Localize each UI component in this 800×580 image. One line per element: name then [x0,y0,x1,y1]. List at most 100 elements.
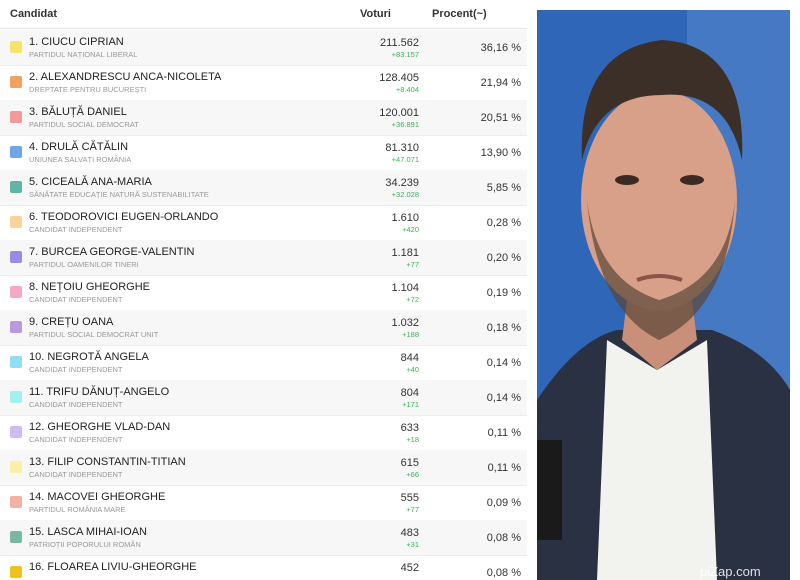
color-swatch [10,111,22,123]
table-row: 10. NEGROTĂ ANGELA CANDIDAT INDEPENDENT 84… [0,345,527,381]
votes-delta: +188 [402,330,419,339]
votes: 483 [400,527,419,539]
votes: 633 [400,422,419,434]
party-name: CANDIDAT INDEPENDENT [29,225,123,234]
votes-delta: +83.157 [391,50,419,59]
percent: 0,11 % [487,462,521,474]
votes-delta: +31 [406,540,419,549]
votes-delta: +420 [402,225,419,234]
candidate-name: 6. TEODOROVICI EUGEN-ORLANDO [29,211,219,223]
percent: 0,14 % [486,357,521,369]
table-row: 15. LASCA MIHAI-IOAN PATRIOȚII POPORULUI … [0,520,527,556]
percent: 0,14 % [486,392,521,404]
votes: 1.104 [391,282,419,294]
candidate-name: 9. CREȚU OANA [29,316,114,328]
percent: 13,90 % [480,147,521,159]
votes-delta: +72 [406,295,419,304]
table-row: 14. MACOVEI GHEORGHE PARTIDUL ROMÂNIA MAR… [0,485,527,521]
table-row: 2. ALEXANDRESCU ANCA-NICOLETA DREPTATE PE… [0,65,527,101]
votes: 615 [400,457,419,469]
header-cell: Voturi [360,8,391,20]
votes: 34.239 [385,177,419,189]
color-swatch [10,356,22,368]
votes-delta: +66 [406,470,419,479]
votes: 1.032 [391,317,419,329]
color-swatch [10,461,22,473]
percent: 0,11 % [487,427,521,439]
color-swatch [10,216,22,228]
table-row: 11. TRIFU DĂNUȚ-ANGELO CANDIDAT INDEPENDE… [0,380,527,416]
percent: 20,51 % [480,112,521,124]
votes: 555 [400,492,419,504]
candidate-name: 5. CICEALĂ ANA-MARIA [29,176,152,188]
table-row: 4. DRULĂ CĂTĂLIN UNIUNEA SALVAȚI ROMÂNIA 8… [0,135,527,171]
percent: 0,09 % [486,497,521,509]
table-row: 12. GHEORGHE VLAD-DAN CANDIDAT INDEPENDEN… [0,415,527,451]
percent: 0,08 % [486,532,521,544]
percent: 0,28 % [486,217,521,229]
candidate-name: 3. BĂLUȚĂ DANIEL [29,106,127,118]
votes-delta: +8.404 [395,85,419,94]
color-swatch [10,41,22,53]
party-name: CANDIDAT INDEPENDENT [29,435,123,444]
table-row: 1. CIUCU CIPRIAN PARTIDUL NAȚIONAL LIBERA… [0,30,527,66]
votes: 120.001 [379,107,419,119]
color-swatch [10,251,22,263]
candidate-name: 15. LASCA MIHAI-IOAN [29,526,147,538]
party-name: PARTIDUL SOCIAL DEMOCRAT [29,120,139,129]
table-row: 16. FLOAREA LIVIU-GHEORGHE 452 0,08 % [0,555,527,580]
votes-delta: +171 [402,400,419,409]
color-swatch [10,321,22,333]
votes-delta: +47.071 [391,155,419,164]
votes: 81.310 [385,142,419,154]
percent: 5,85 % [486,182,521,194]
party-name: PARTIDUL ROMÂNIA MARE [29,505,126,514]
color-swatch [10,566,22,578]
results-table: Candidat Voturi Procent(~) 1. CIUCU CIPR… [0,8,527,580]
percent: 0,08 % [486,567,521,579]
color-swatch [10,531,22,543]
table-row: 3. BĂLUȚĂ DANIEL PARTIDUL SOCIAL DEMOCRAT… [0,100,527,136]
party-name: UNIUNEA SALVAȚI ROMÂNIA [29,155,132,164]
candidate-name: 13. FILIP CONSTANTIN-TITIAN [29,456,186,468]
candidate-name: 2. ALEXANDRESCU ANCA-NICOLETA [29,71,222,83]
votes-delta: +18 [406,435,419,444]
percent: 0,18 % [486,322,521,334]
votes: 844 [400,352,419,364]
party-name: CANDIDAT INDEPENDENT [29,365,123,374]
party-name: PARTIDUL NAȚIONAL LIBERAL [29,50,138,59]
votes-delta: +77 [406,505,419,514]
percent: 0,19 % [486,287,521,299]
candidate-name: 16. FLOAREA LIVIU-GHEORGHE [29,561,197,573]
percent: 0,20 % [486,252,521,264]
watermark: piZap.com [700,564,761,579]
party-name: PARTIDUL SOCIAL DEMOCRAT UNIT [29,330,159,339]
party-name: DREPTATE PENTRU BUCUREȘTI [29,85,147,94]
votes: 128.405 [379,72,419,84]
votes: 452 [400,562,419,574]
color-swatch [10,76,22,88]
header-cell: Procent(~) [432,8,487,20]
party-name: PATRIOȚII POPORULUI ROMÂN [29,540,141,549]
votes-delta: +77 [406,260,419,269]
candidate-name: 11. TRIFU DĂNUȚ-ANGELO [29,386,170,398]
votes: 211.562 [380,37,419,49]
votes-delta: +40 [406,365,419,374]
votes: 1.181 [391,247,419,259]
table-row: 13. FILIP CONSTANTIN-TITIAN CANDIDAT INDE… [0,450,527,486]
color-swatch [10,286,22,298]
votes-delta: +32.028 [391,190,419,199]
candidate-name: 10. NEGROTĂ ANGELA [29,351,149,363]
votes: 804 [400,387,419,399]
party-name: CANDIDAT INDEPENDENT [29,470,123,479]
candidate-name: 8. NEȚOIU GHEORGHE [29,281,151,293]
votes: 1.610 [391,212,419,224]
candidate-name: 4. DRULĂ CĂTĂLIN [29,141,129,153]
candidate-name: 7. BURCEA GEORGE-VALENTIN [29,246,195,258]
percent: 21,94 % [480,77,521,89]
header-cell: Candidat [10,8,58,20]
table-row: 9. CREȚU OANA PARTIDUL SOCIAL DEMOCRAT UN… [0,310,527,346]
percent: 36,16 % [480,42,521,54]
votes-delta: +36.891 [391,120,419,129]
